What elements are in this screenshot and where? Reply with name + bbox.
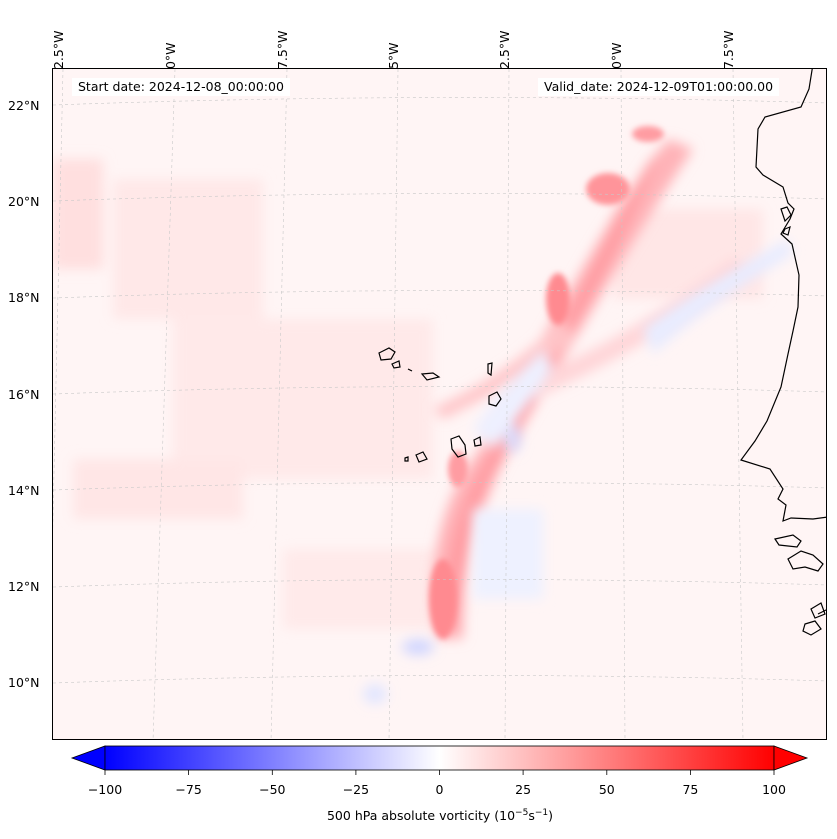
lat-tick-18n: 18°N (8, 290, 40, 305)
colorbar-tick-minus-100: −100 (87, 782, 123, 797)
field-background (53, 69, 826, 739)
africa-coastline (740, 69, 826, 636)
graticule (53, 69, 826, 739)
colorbar-tick-minus-50: −50 (259, 782, 286, 797)
colorbar-min-arrow (70, 745, 106, 771)
colorbar-max-arrow (773, 745, 809, 771)
colorbar-tick-100: 100 (762, 782, 786, 797)
valid-date-label: Valid_date: 2024-12-09T01:00:00.00 (538, 78, 780, 96)
lat-tick-20n: 20°N (8, 194, 40, 209)
colorbar-tick-marks (104, 770, 775, 775)
colorbar-tick-25: 25 (515, 782, 532, 797)
cape-verde-islands (378, 347, 502, 463)
lat-tick-10n: 10°N (8, 675, 40, 690)
colorbar-label: 500 hPa absolute vorticity (10−5s−1) (326, 808, 553, 824)
vorticity-map (52, 68, 827, 740)
negative-field (363, 239, 793, 704)
colorbar-tick-0: 0 (435, 782, 444, 797)
colorbar-tick-50: 50 (598, 782, 615, 797)
positive-field-broad (53, 159, 763, 629)
start-date-label: Start date: 2024-12-08_00:00:00 (72, 78, 290, 96)
vorticity-core (429, 126, 664, 639)
lat-tick-12n: 12°N (8, 579, 40, 594)
lat-tick-22n: 22°N (8, 98, 40, 113)
lat-tick-16n: 16°N (8, 387, 40, 402)
colorbar-gradient (104, 745, 775, 771)
colorbar-tick-minus-75: −75 (175, 782, 202, 797)
lat-tick-14n: 14°N (8, 483, 40, 498)
map-canvas (53, 69, 826, 739)
colorbar-tick-75: 75 (682, 782, 699, 797)
colorbar-tick-minus-25: −25 (342, 782, 370, 797)
